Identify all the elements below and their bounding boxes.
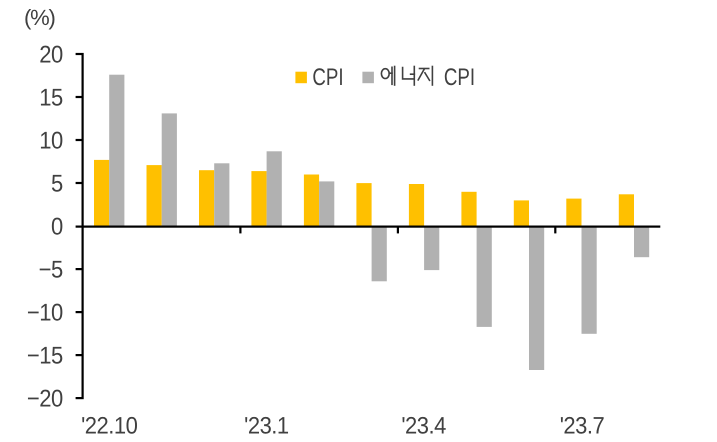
svg-text:5: 5 <box>51 169 63 197</box>
svg-text:'23.1: '23.1 <box>244 412 289 437</box>
svg-text:0: 0 <box>51 212 63 240</box>
svg-text:(%): (%) <box>24 5 55 30</box>
svg-text:−20: −20 <box>27 384 63 412</box>
svg-text:CPI: CPI <box>312 64 343 91</box>
svg-text:'22.10: '22.10 <box>81 412 138 437</box>
svg-text:15: 15 <box>39 83 63 111</box>
svg-text:CPI: CPI <box>444 64 475 91</box>
svg-text:'23.4: '23.4 <box>401 412 446 437</box>
svg-text:−10: −10 <box>27 298 63 326</box>
svg-text:−15: −15 <box>27 341 63 369</box>
svg-text:'23.7: '23.7 <box>560 412 605 437</box>
svg-text:10: 10 <box>39 126 63 154</box>
svg-text:20: 20 <box>39 40 63 68</box>
svg-text:−5: −5 <box>39 255 63 283</box>
